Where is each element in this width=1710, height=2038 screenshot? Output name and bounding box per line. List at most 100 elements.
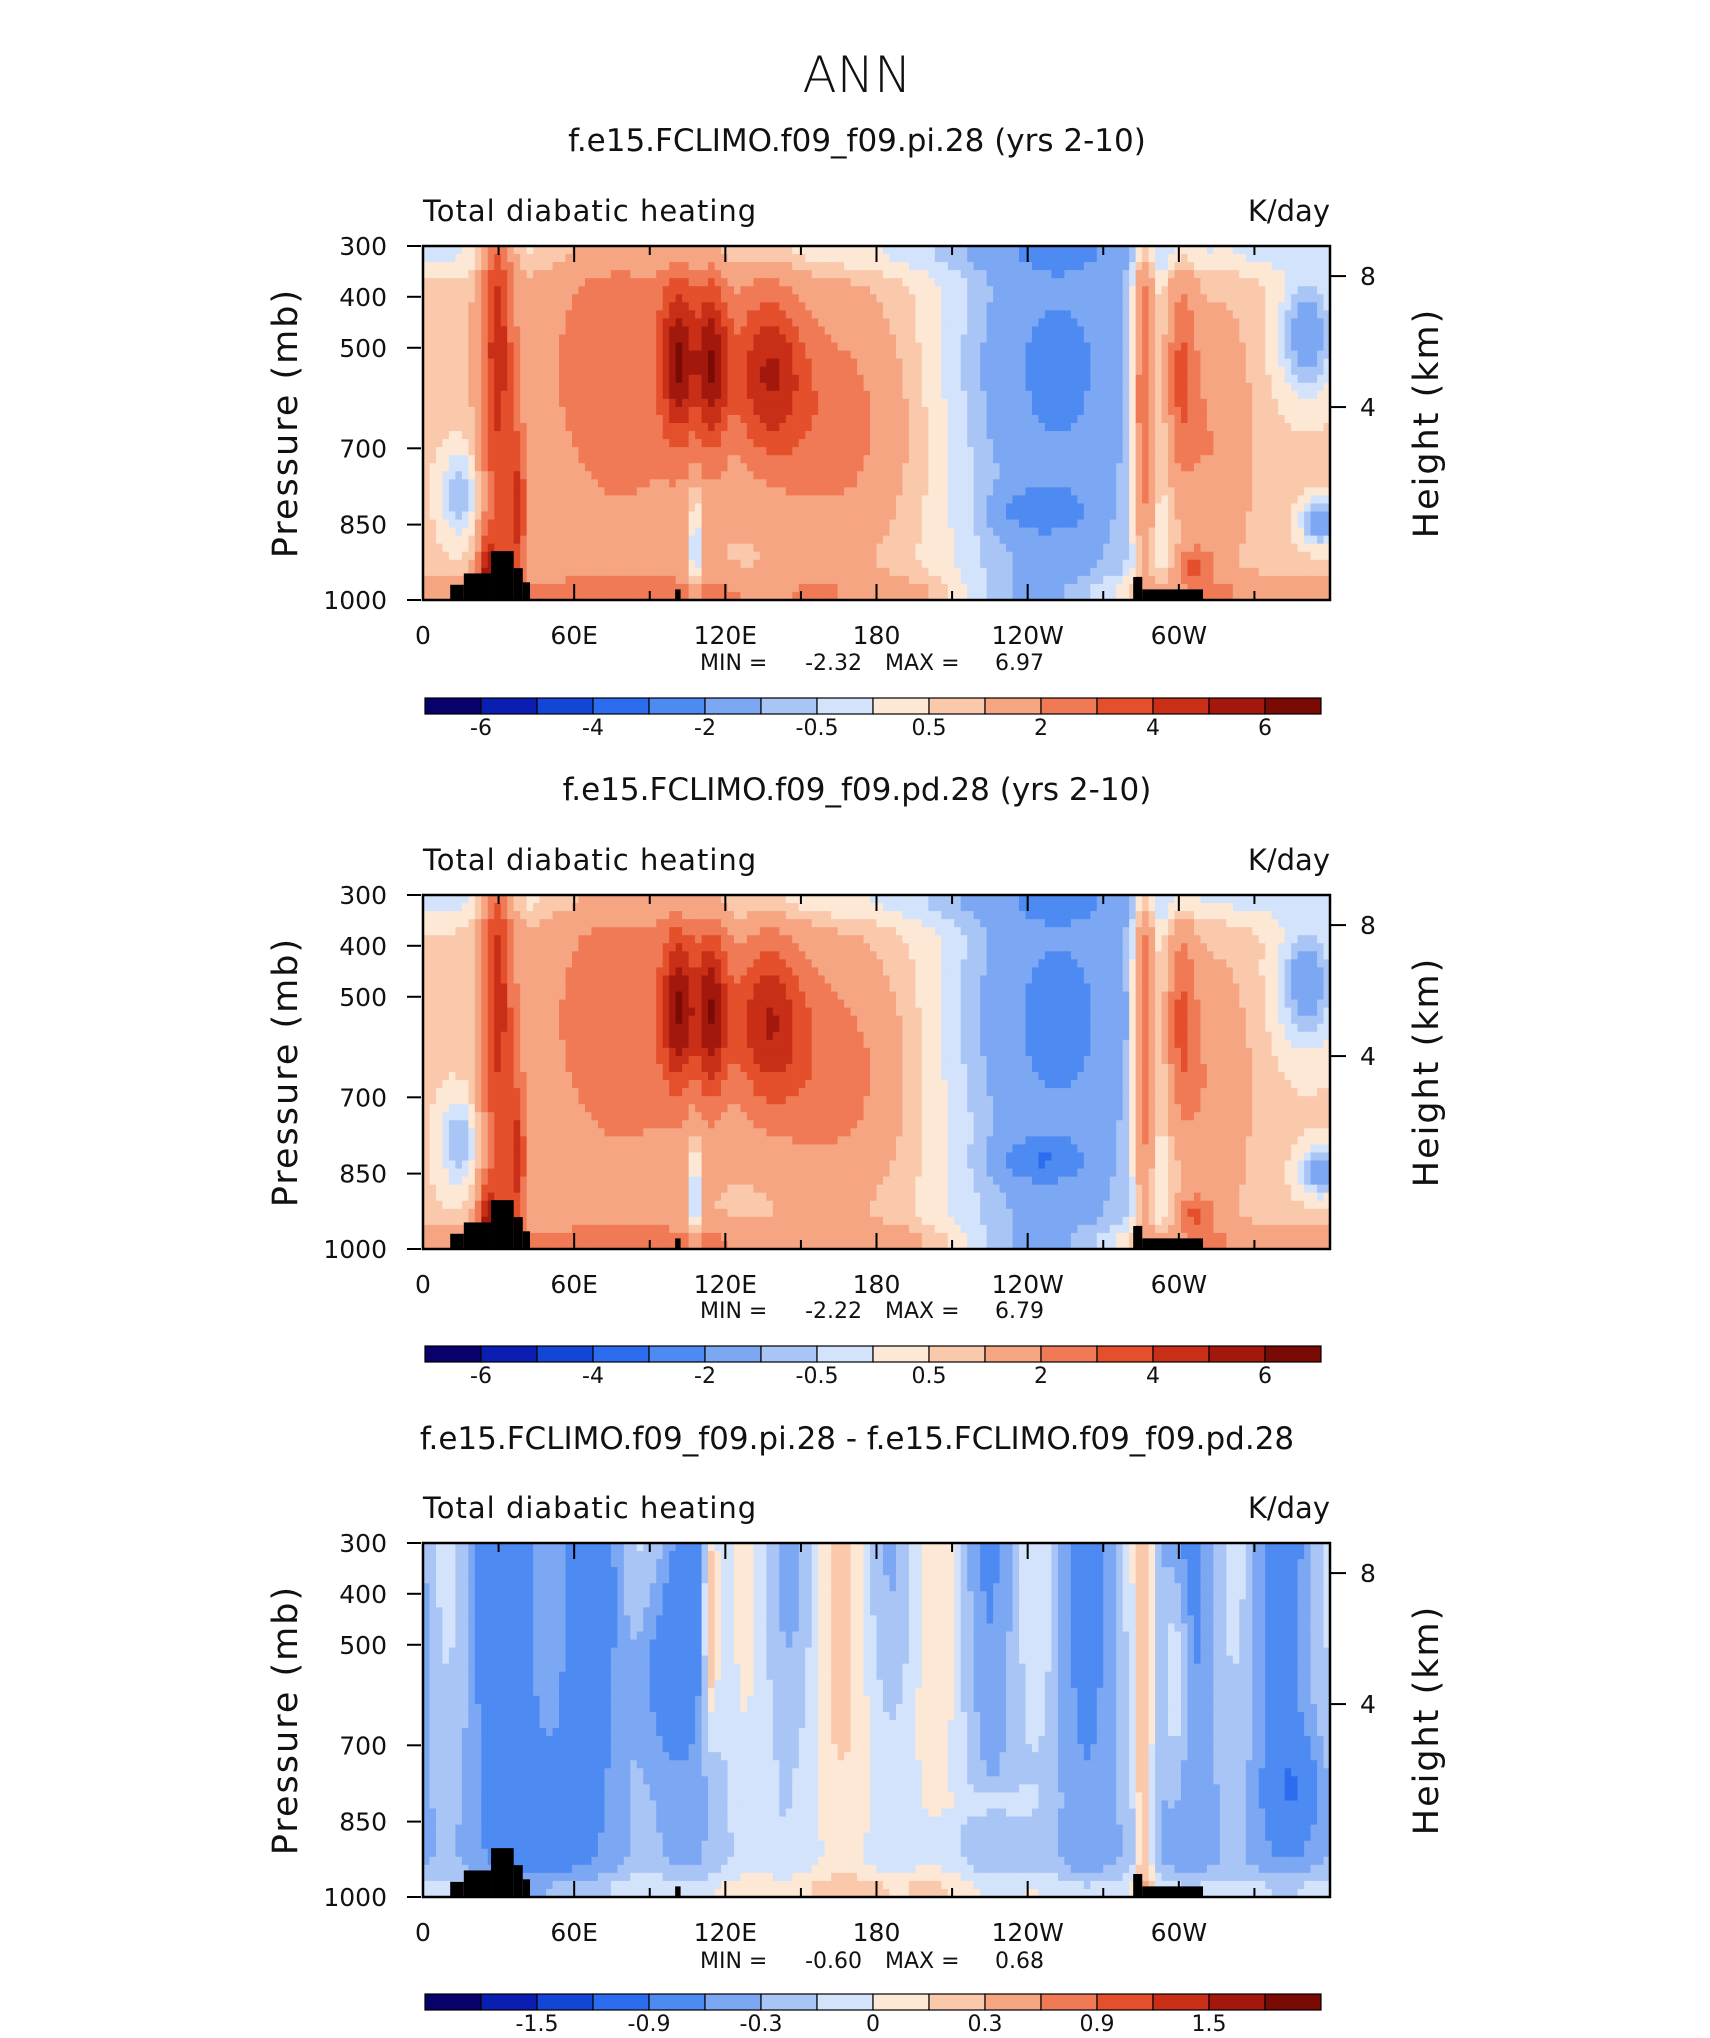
heatmap-cell (1032, 286, 1039, 295)
heatmap-cell (1038, 479, 1045, 488)
heatmap-cell (721, 270, 728, 279)
heatmap-cell (909, 407, 916, 416)
heatmap-cell (1246, 294, 1253, 303)
heatmap-cell (611, 391, 618, 400)
heatmap-cell (1220, 455, 1227, 464)
heatmap-cell (481, 495, 488, 504)
heatmap-cell (689, 246, 696, 255)
heatmap-cell (533, 359, 540, 368)
heatmap-cell (611, 512, 618, 521)
heatmap-cell (766, 439, 773, 448)
heatmap-cell (663, 359, 670, 368)
heatmap-cell (760, 447, 767, 456)
heatmap-cell (540, 528, 547, 537)
heatmap-cell (760, 471, 767, 480)
heatmap-cell (747, 479, 754, 488)
heatmap-cell (546, 495, 553, 504)
heatmap-cell (429, 343, 436, 352)
heatmap-cell (1175, 383, 1182, 392)
heatmap-cell (864, 326, 871, 335)
heatmap-cell (527, 294, 534, 303)
heatmap-cell (1026, 326, 1033, 335)
heatmap-cell (1200, 520, 1207, 529)
heatmap-cell (598, 254, 605, 263)
heatmap-cell (514, 375, 521, 384)
heatmap-cell (825, 447, 832, 456)
heatmap-cell (740, 270, 747, 279)
heatmap-cell (1246, 278, 1253, 287)
heatmap-cell (987, 479, 994, 488)
heatmap-cell (1252, 487, 1259, 496)
heatmap-cell (721, 351, 728, 360)
heatmap-cell (1246, 318, 1253, 327)
heatmap-cell (1239, 318, 1246, 327)
heatmap-cell (1285, 318, 1292, 327)
heatmap-cell (851, 367, 858, 376)
heatmap-cell (825, 343, 832, 352)
heatmap-cell (650, 479, 657, 488)
heatmap-cell (721, 278, 728, 287)
heatmap-cell (766, 431, 773, 440)
heatmap-cell (902, 463, 909, 472)
heatmap-cell (1246, 471, 1253, 480)
heatmap-cell (747, 383, 754, 392)
heatmap-cell (689, 294, 696, 303)
heatmap-cell (753, 423, 760, 432)
heatmap-cell (481, 310, 488, 319)
heatmap-cell (792, 399, 799, 408)
heatmap-cell (915, 302, 922, 311)
heatmap-cell (1187, 407, 1194, 416)
heatmap-cell (578, 512, 585, 521)
heatmap-cell (1071, 294, 1078, 303)
heatmap-cell (1311, 512, 1318, 521)
heatmap-cell (604, 423, 611, 432)
heatmap-cell (689, 367, 696, 376)
heatmap-cell (825, 278, 832, 287)
heatmap-cell (507, 520, 514, 529)
heatmap-cell (825, 318, 832, 327)
heatmap-cell (792, 326, 799, 335)
heatmap-cell (1213, 423, 1220, 432)
heatmap-cell (617, 495, 624, 504)
heatmap-cell (1071, 302, 1078, 311)
heatmap-cell (773, 286, 780, 295)
heatmap-cell (980, 447, 987, 456)
heatmap-cell (948, 495, 955, 504)
heatmap-cell (617, 326, 624, 335)
heatmap-cell (494, 439, 501, 448)
heatmap-cell (630, 359, 637, 368)
heatmap-cell (896, 326, 903, 335)
heatmap-cell (1149, 351, 1156, 360)
heatmap-cell (974, 439, 981, 448)
heatmap-cell (663, 407, 670, 416)
heatmap-cell (1252, 447, 1259, 456)
heatmap-cell (1032, 463, 1039, 472)
heatmap-cell (974, 375, 981, 384)
heatmap-cell (494, 335, 501, 344)
heatmap-cell (1207, 302, 1214, 311)
heatmap-cell (1298, 439, 1305, 448)
heatmap-cell (857, 262, 864, 271)
heatmap-cell (779, 270, 786, 279)
heatmap-cell (663, 479, 670, 488)
heatmap-cell (961, 262, 968, 271)
heatmap-cell (1116, 286, 1123, 295)
heatmap-cell (1084, 463, 1091, 472)
heatmap-cell (864, 359, 871, 368)
heatmap-cell (604, 262, 611, 271)
heatmap-cell (1013, 294, 1020, 303)
heatmap-cell (734, 246, 741, 255)
heatmap-cell (889, 407, 896, 416)
heatmap-cell (591, 246, 598, 255)
heatmap-cell (773, 455, 780, 464)
heatmap-cell (1220, 439, 1227, 448)
heatmap-cell (429, 294, 436, 303)
heatmap-cell (585, 343, 592, 352)
heatmap-cell (682, 479, 689, 488)
heatmap-cell (1162, 399, 1169, 408)
heatmap-cell (1181, 423, 1188, 432)
heatmap-cell (1032, 512, 1039, 521)
heatmap-cell (753, 294, 760, 303)
heatmap-cell (1272, 326, 1279, 335)
heatmap-cell (753, 407, 760, 416)
